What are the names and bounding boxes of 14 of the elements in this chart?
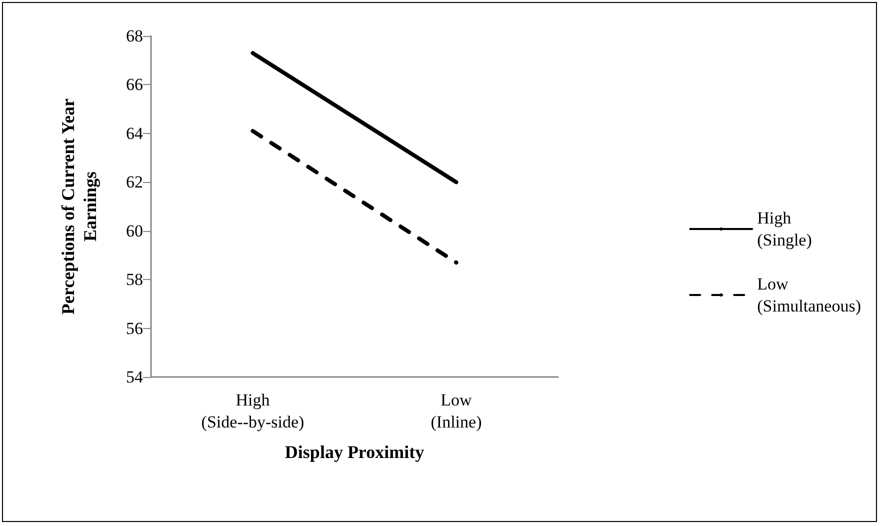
y-tick-label: 58 xyxy=(126,270,143,290)
y-tick-label: 66 xyxy=(126,75,143,94)
y-tick-label: 54 xyxy=(126,368,144,386)
y-tick-label: 56 xyxy=(126,318,143,338)
x-axis-title: Display Proximity xyxy=(284,442,424,462)
y-tick-label: 68 xyxy=(126,26,143,46)
legend-label: High (Single) xyxy=(757,208,812,250)
x-tick-label: Low (Inline) xyxy=(430,390,482,432)
x-tick-label: High (Side--by-side) xyxy=(201,390,304,432)
y-tick-label: 64 xyxy=(126,124,144,143)
y-tick-label: 62 xyxy=(126,172,143,192)
legend-label: Low (Simultaneous) xyxy=(757,274,862,316)
y-axis-title: Perceptions of Current Year Earnings xyxy=(58,98,100,315)
y-tick-label: 60 xyxy=(126,221,143,240)
